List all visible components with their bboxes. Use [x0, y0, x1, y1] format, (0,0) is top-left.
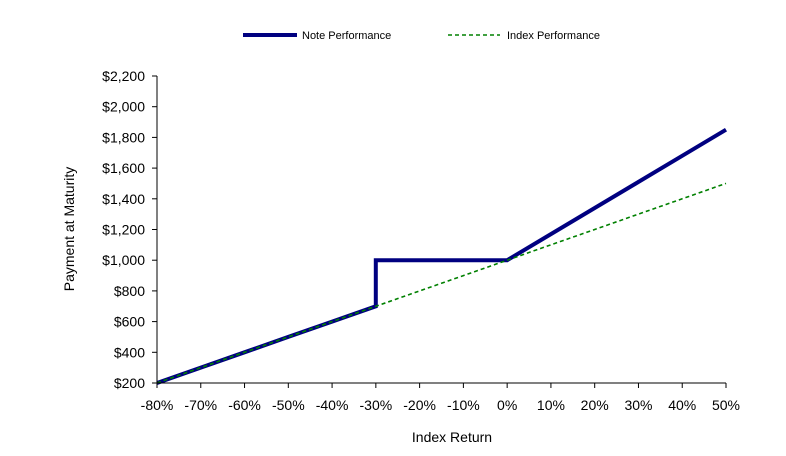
x-tick-label: -70%	[184, 397, 217, 413]
series-line-index	[156, 182, 727, 384]
legend-label-note: Note Performance	[302, 30, 391, 42]
x-tick-label: -10%	[447, 397, 480, 413]
y-axis-ticks: $200 $400 $600 $800 $1,000 $1,200 $1,400 $1,600…	[102, 68, 157, 391]
series-lines	[156, 127, 728, 385]
x-axis-ticks: -80% -70% -60% -50% -40% -30% -20% -10% 0% 10% 20%…	[141, 383, 740, 413]
x-tick-label: -40%	[316, 397, 349, 413]
y-tick-label: $2,200	[102, 68, 145, 84]
x-tick-label: -20%	[403, 397, 436, 413]
x-tick-label: 0%	[497, 397, 517, 413]
x-tick-label: 40%	[668, 397, 696, 413]
x-tick-label: 50%	[712, 397, 740, 413]
y-tick-label: $400	[114, 344, 145, 360]
y-tick-label: $1,600	[102, 160, 145, 176]
y-tick-label: $1,200	[102, 222, 145, 238]
x-tick-label: -30%	[360, 397, 393, 413]
x-tick-label: 30%	[624, 397, 652, 413]
y-tick-label: $1,000	[102, 252, 145, 268]
x-tick-label: 10%	[537, 397, 565, 413]
y-tick-label: $200	[114, 375, 145, 391]
y-axis-title: Payment at Maturity	[61, 167, 77, 292]
x-tick-label: -60%	[228, 397, 261, 413]
series-line-note	[156, 127, 728, 385]
x-tick-label: 20%	[581, 397, 609, 413]
x-tick-label: -50%	[272, 397, 305, 413]
legend-label-index: Index Performance	[507, 30, 600, 42]
x-axis-title: Index Return	[412, 429, 492, 445]
x-tick-label: -80%	[141, 397, 174, 413]
y-tick-label: $1,400	[102, 191, 145, 207]
y-tick-label: $2,000	[102, 99, 145, 115]
y-tick-label: $800	[114, 283, 145, 299]
y-tick-label: $1,800	[102, 129, 145, 145]
legend: Note Performance Index Performance	[243, 30, 600, 42]
y-tick-label: $600	[114, 314, 145, 330]
